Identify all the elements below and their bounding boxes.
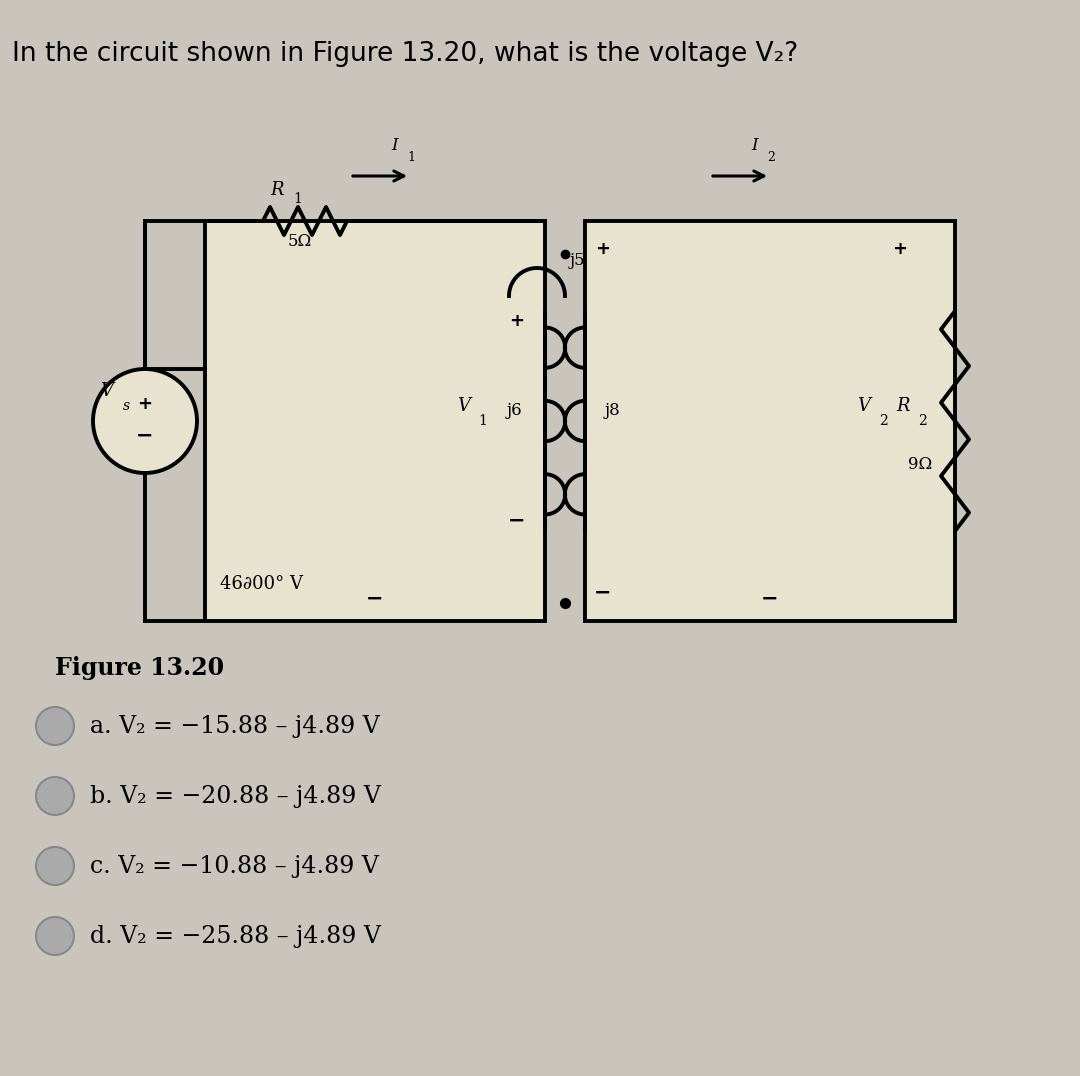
Bar [205,221,545,621]
Text: s: s [123,399,130,413]
Text: +: + [510,312,525,330]
Text: 2: 2 [918,414,927,428]
Text: b. V₂ = −20.88 – j4.89 V: b. V₂ = −20.88 – j4.89 V [90,784,381,807]
Text: a. V₂ = −15.88 – j4.89 V: a. V₂ = −15.88 – j4.89 V [90,714,380,737]
Circle shape [36,707,75,745]
Text: −: − [761,589,779,609]
Text: 1: 1 [407,151,415,164]
Text: j6: j6 [507,402,523,420]
Text: 46∂00° V: 46∂00° V [220,575,303,593]
Text: +: + [137,395,152,413]
Text: 9Ω: 9Ω [908,456,932,473]
Text: +: + [595,240,610,258]
Circle shape [36,917,75,955]
Text: R: R [896,397,910,415]
Text: −: − [366,589,383,609]
Text: Figure 13.20: Figure 13.20 [55,656,225,680]
Text: 1: 1 [293,192,302,206]
Text: V: V [858,397,870,415]
Text: d. V₂ = −25.88 – j4.89 V: d. V₂ = −25.88 – j4.89 V [90,924,381,948]
Text: 1: 1 [478,414,487,428]
Text: c. V₂ = −10.88 – j4.89 V: c. V₂ = −10.88 – j4.89 V [90,854,379,878]
Text: j8: j8 [605,402,621,420]
Text: R: R [270,181,283,199]
Circle shape [93,369,197,473]
Text: 2: 2 [879,414,888,428]
Text: I: I [392,137,399,154]
Text: −: − [136,426,153,445]
Text: 2: 2 [767,151,774,164]
Text: +: + [892,240,907,258]
Text: I: I [752,137,758,154]
Text: 5Ω: 5Ω [288,233,312,250]
Circle shape [36,847,75,884]
Text: −: − [509,511,526,530]
Text: In the circuit shown in Figure 13.20, what is the voltage V₂?: In the circuit shown in Figure 13.20, wh… [12,41,798,67]
Bar [585,221,955,621]
Text: j5: j5 [570,253,585,269]
Text: V: V [457,397,470,415]
Text: V: V [100,382,113,400]
Circle shape [36,777,75,815]
Text: −: − [594,583,611,603]
